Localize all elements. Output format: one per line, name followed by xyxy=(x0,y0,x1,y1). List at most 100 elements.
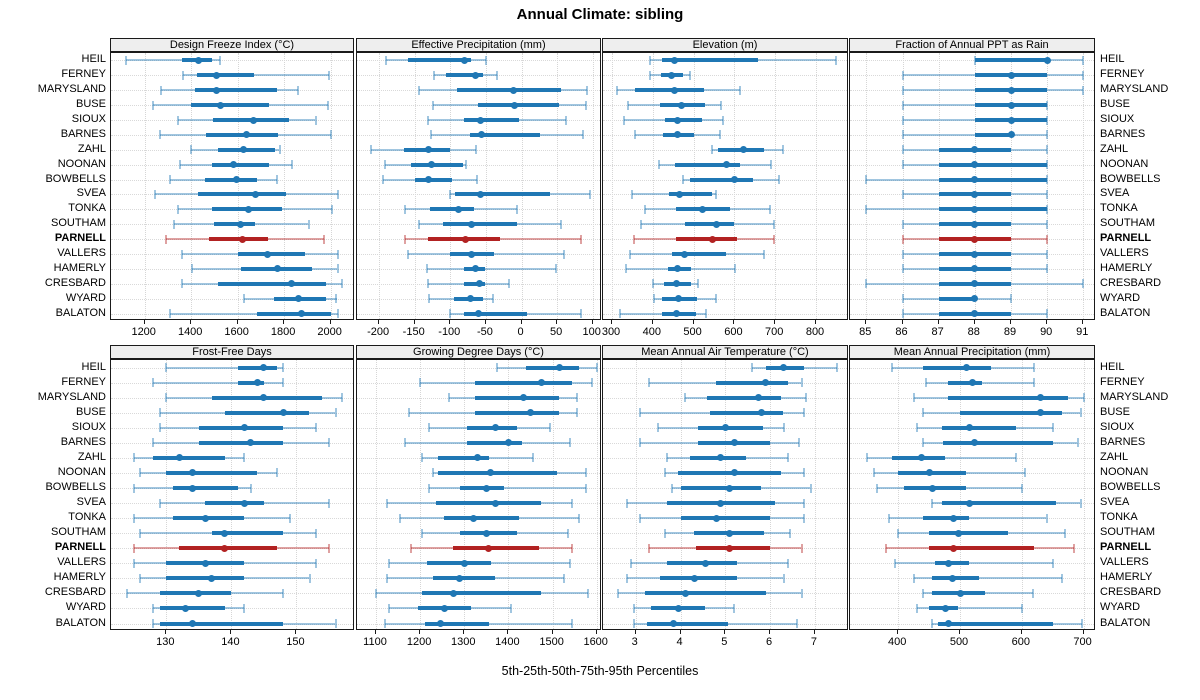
whisker-cap xyxy=(802,498,805,508)
axis-tick-label: 150 xyxy=(286,636,305,648)
percentile-caption: 5th-25th-50th-75th-95th Percentiles xyxy=(501,664,699,678)
whisker-cap xyxy=(901,115,904,125)
whisker-cap xyxy=(425,264,428,274)
axis-tick-label: 87 xyxy=(931,326,944,338)
band-25-75 xyxy=(424,621,489,626)
median-dot xyxy=(671,56,679,64)
gridline xyxy=(191,53,193,319)
strip-fraction-of-annual-ppt-as-rain: Fraction of Annual PPT as Rain xyxy=(849,38,1095,52)
whisker-cap xyxy=(407,249,410,259)
whisker-cap xyxy=(492,294,494,304)
gridline xyxy=(450,53,452,319)
whisker-cap xyxy=(1051,423,1054,433)
band-25-75 xyxy=(194,88,278,93)
whisker-5-95 xyxy=(895,562,1053,565)
station-label-left-noonan: NOONAN xyxy=(57,465,106,478)
median-dot xyxy=(730,176,738,184)
axis-tick-label: 1100 xyxy=(363,636,387,648)
median-dot xyxy=(247,439,255,447)
median-dot xyxy=(971,235,979,243)
whisker-cap xyxy=(571,498,574,508)
median-dot xyxy=(188,620,196,627)
axis-tick-label: 1400 xyxy=(177,326,203,338)
axis-tick xyxy=(901,320,903,324)
row-guide xyxy=(850,563,1094,565)
gridline xyxy=(485,53,487,319)
station-label-right-vallers: VALLERS xyxy=(1100,556,1149,569)
band-25-75 xyxy=(689,177,753,182)
axis-tick xyxy=(1010,320,1011,324)
gridline xyxy=(693,53,695,319)
band-25-75 xyxy=(463,281,486,286)
station-label-right-hamerly: HAMERLY xyxy=(1100,571,1153,584)
axis-tick xyxy=(813,630,815,634)
whisker-cap xyxy=(562,573,565,583)
median-dot xyxy=(971,146,979,154)
whisker-cap xyxy=(616,588,619,598)
band-25-75 xyxy=(646,621,728,626)
median-dot xyxy=(233,176,240,184)
median-dot xyxy=(1007,86,1015,94)
whisker-cap xyxy=(278,145,281,155)
whisker-cap xyxy=(931,498,934,508)
whisker-cap xyxy=(291,160,294,170)
whisker-cap xyxy=(575,393,578,403)
whisker-cap xyxy=(710,145,713,155)
whisker-cap xyxy=(798,438,801,448)
whisker-cap xyxy=(639,219,642,229)
station-label-left-vallers: VALLERS xyxy=(57,556,106,569)
median-dot xyxy=(681,250,689,258)
whisker-cap xyxy=(1014,453,1017,463)
whisker-cap xyxy=(297,85,300,95)
median-dot xyxy=(971,280,979,288)
gridline xyxy=(284,53,286,319)
whisker-cap xyxy=(722,115,725,125)
whisker-cap xyxy=(884,543,887,553)
whisker-cap xyxy=(651,279,654,289)
band-25-75 xyxy=(661,58,758,63)
station-label-left-parnell: PARNELL xyxy=(54,541,106,554)
band-25-75 xyxy=(237,380,264,385)
whisker-cap xyxy=(619,309,622,319)
whisker-cap xyxy=(1020,603,1023,613)
axis-tick-label: 400 xyxy=(888,636,907,648)
median-dot xyxy=(240,499,248,507)
band-25-75 xyxy=(478,103,559,108)
whisker-cap xyxy=(688,70,691,80)
axis-tick-label: 1600 xyxy=(583,636,608,648)
band-25-75 xyxy=(166,470,258,475)
strip-mean-annual-precipitation-mm: Mean Annual Precipitation (mm) xyxy=(849,345,1095,359)
band-25-75 xyxy=(475,395,560,400)
station-label-right-bowbells: BOWBELLS xyxy=(1100,172,1161,185)
whisker-cap xyxy=(165,393,168,403)
whisker-cap xyxy=(715,294,717,304)
gridline xyxy=(974,53,976,319)
median-dot xyxy=(260,394,268,402)
whisker-cap xyxy=(158,498,161,508)
whisker-cap xyxy=(575,408,578,418)
median-dot xyxy=(467,220,475,228)
band-25-75 xyxy=(676,237,738,242)
median-dot xyxy=(538,379,545,387)
whisker-cap xyxy=(381,175,384,185)
band-25-75 xyxy=(669,192,712,197)
row-guide xyxy=(603,194,847,196)
band-25-75 xyxy=(680,516,771,521)
gridline xyxy=(652,53,654,319)
median-dot xyxy=(1036,409,1044,417)
band-25-75 xyxy=(205,501,264,505)
panel-mean-annual-precipitation-mm xyxy=(849,359,1095,630)
whisker-cap xyxy=(421,528,424,538)
whisker-cap xyxy=(591,378,594,388)
whisker-cap xyxy=(139,468,142,478)
band-25-75 xyxy=(459,486,504,490)
panel-growing-degree-days-c xyxy=(356,359,601,630)
median-dot xyxy=(1036,394,1044,402)
whisker-5-95 xyxy=(170,312,338,315)
median-dot xyxy=(971,176,979,184)
median-dot xyxy=(717,454,725,462)
station-label-right-cresbard: CRESBARD xyxy=(1100,276,1162,289)
median-dot xyxy=(461,56,468,64)
whisker-cap xyxy=(126,588,129,598)
whisker-cap xyxy=(629,249,632,259)
